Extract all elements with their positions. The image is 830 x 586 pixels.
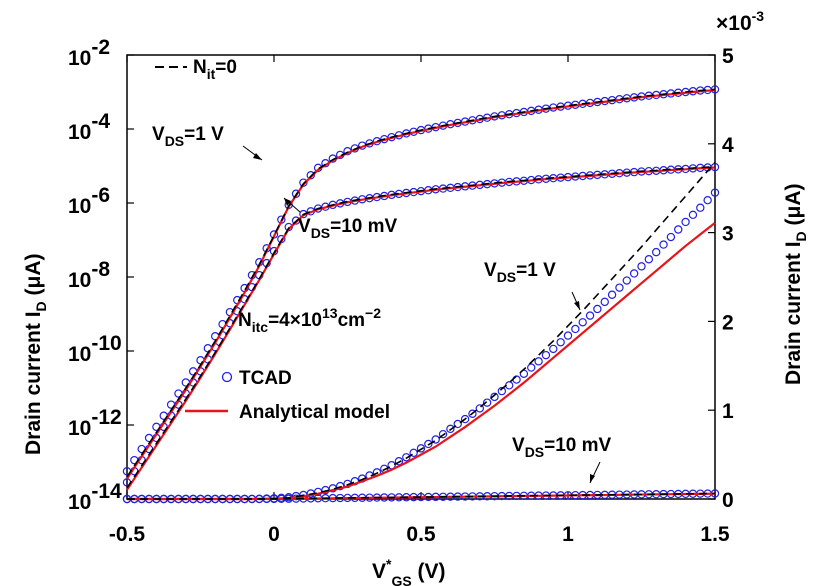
annotation-nitc: Nitc=4×1013cm−2 bbox=[238, 305, 381, 335]
nit0-line bbox=[126, 165, 716, 489]
annotation-vds10-log: VDS=10 mV bbox=[298, 216, 398, 241]
left-tick-label: 10-2 bbox=[68, 36, 110, 70]
legend-nit-label: Nit=0 bbox=[193, 57, 237, 82]
tcad-point bbox=[674, 225, 683, 234]
tcad-point bbox=[394, 457, 404, 466]
right-tick-label: 1 bbox=[722, 400, 734, 423]
tcad-point bbox=[541, 350, 551, 360]
tcad-point bbox=[549, 344, 558, 354]
tcad-point bbox=[696, 203, 705, 212]
right-tick-labels: 0 1 2 3 4 5 bbox=[722, 45, 734, 512]
tcad-point bbox=[571, 324, 580, 334]
right-axis-multiplier: ×10-3 bbox=[716, 8, 764, 35]
tcad-point bbox=[475, 404, 484, 413]
x-tick-labels: -0.5 0 0.5 1 1.5 bbox=[109, 523, 730, 546]
tcad-point bbox=[622, 276, 632, 285]
legend: Nit=0 TCAD Analytical model bbox=[155, 57, 390, 423]
analytical-line bbox=[126, 166, 716, 491]
left-tick-label: 10-14 bbox=[68, 480, 122, 514]
right-tick-label: 4 bbox=[722, 134, 734, 157]
left-axis-title: Drain current ID (μA) bbox=[22, 253, 49, 455]
arrowhead-vds1-log bbox=[253, 153, 262, 160]
x-tick-label: 0.5 bbox=[406, 523, 436, 546]
x-axis-title: V*GS (V) bbox=[372, 556, 446, 586]
tcad-point bbox=[468, 409, 477, 418]
tcad-point bbox=[593, 304, 602, 314]
nit0-line bbox=[127, 161, 716, 500]
nit0-line bbox=[126, 88, 716, 478]
legend-tcad-label: TCAD bbox=[239, 368, 292, 389]
tcad-point bbox=[409, 448, 418, 458]
tcad-point bbox=[291, 216, 301, 225]
left-tick-label: 10-4 bbox=[68, 110, 110, 144]
tcad-point bbox=[585, 311, 595, 320]
left-tick-label: 10-6 bbox=[68, 184, 110, 218]
tcad-point bbox=[615, 283, 624, 292]
tcad-point bbox=[652, 247, 661, 257]
tcad-point bbox=[438, 429, 448, 439]
arrowhead-vds10-lin bbox=[590, 474, 595, 483]
tcad-point bbox=[453, 419, 462, 429]
x-tick-label: 1.5 bbox=[700, 523, 730, 546]
axis-ticks bbox=[126, 54, 716, 500]
tcad-point bbox=[446, 424, 455, 434]
left-tick-labels: 10-14 10-12 10-10 10-8 10-6 10-4 10-2 bbox=[68, 36, 122, 514]
tcad-point bbox=[710, 188, 720, 197]
annotation-vds1-log: VDS=1 V bbox=[152, 124, 224, 149]
legend-analytical-label: Analytical model bbox=[239, 402, 390, 423]
right-tick-label: 0 bbox=[722, 489, 734, 512]
arrowhead-vds10-log bbox=[284, 198, 291, 206]
tcad-point bbox=[703, 195, 712, 205]
tcad-point bbox=[644, 255, 654, 264]
tcad-point bbox=[556, 338, 565, 347]
tcad-point bbox=[416, 444, 426, 453]
x-tick-label: -0.5 bbox=[109, 523, 146, 546]
right-tick-label: 5 bbox=[722, 45, 734, 68]
tcad-point bbox=[424, 439, 433, 449]
left-tick-label: 10-8 bbox=[68, 258, 110, 292]
tcad-point bbox=[600, 297, 609, 307]
tcad-point bbox=[666, 232, 676, 242]
tcad-point bbox=[527, 363, 536, 372]
tcad-point bbox=[335, 481, 345, 491]
right-tick-label: 3 bbox=[722, 223, 734, 246]
tcad-point bbox=[534, 357, 543, 366]
tcad-point bbox=[563, 331, 573, 340]
legend-marker-swatch bbox=[221, 371, 233, 383]
arrowhead-vds1-lin bbox=[574, 301, 580, 310]
tcad-point bbox=[637, 262, 646, 271]
annotation-vds1-lin: VDS=1 V bbox=[484, 260, 556, 285]
x-tick-label: 0 bbox=[268, 523, 280, 546]
series-layer bbox=[122, 85, 720, 504]
tcad-point bbox=[482, 398, 492, 407]
right-axis-title: Drain current ID (μA) bbox=[782, 183, 809, 385]
tcad-point bbox=[659, 240, 668, 249]
tcad-point bbox=[578, 318, 587, 327]
nit0-line bbox=[127, 492, 716, 500]
right-tick-label: 2 bbox=[722, 311, 734, 334]
tcad-point bbox=[490, 392, 499, 402]
tcad-point bbox=[681, 217, 690, 227]
tcad-point bbox=[402, 453, 411, 462]
left-tick-label: 10-12 bbox=[68, 406, 122, 440]
tcad-point bbox=[688, 210, 698, 220]
tcad-point bbox=[306, 171, 315, 180]
tcad-point bbox=[460, 414, 470, 424]
tcad-point bbox=[497, 386, 507, 396]
tcad-point bbox=[629, 269, 639, 278]
left-tick-label: 10-10 bbox=[68, 332, 122, 366]
annotations: VDS=1 V VDS=10 mV Nitc=4×1013cm−2 VDS=1 … bbox=[152, 124, 612, 484]
tcad-point bbox=[607, 290, 617, 299]
annotation-vds10-lin: VDS=10 mV bbox=[512, 435, 612, 460]
tcad-point bbox=[431, 435, 440, 444]
analytical-line bbox=[127, 221, 716, 501]
x-tick-label: 1 bbox=[562, 523, 574, 546]
